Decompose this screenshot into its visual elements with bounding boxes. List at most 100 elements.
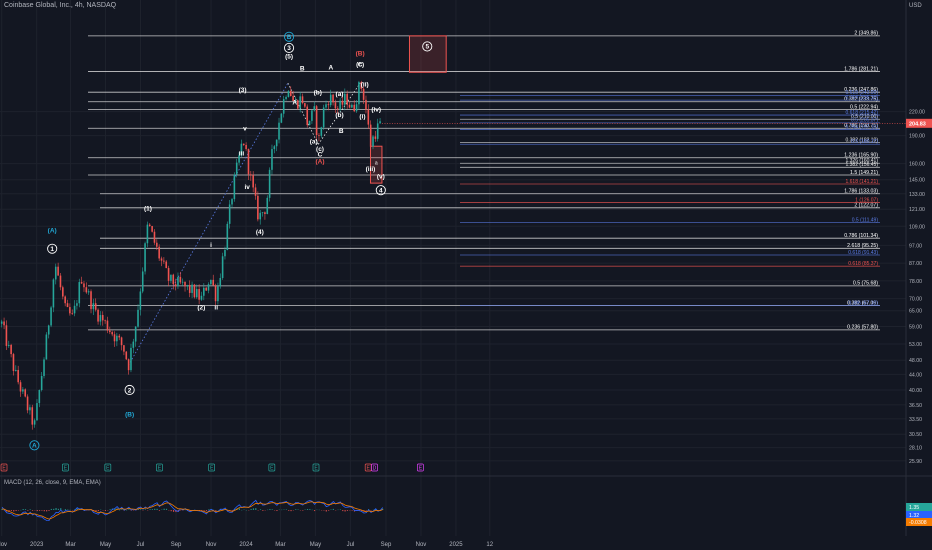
- macd-histogram-bar: [325, 510, 327, 512]
- candle-body: [109, 330, 111, 333]
- candle-body: [153, 231, 156, 243]
- candle-body: [250, 174, 252, 176]
- fib-level-label: 0.386 (67.10): [848, 300, 878, 306]
- candle-body: [177, 276, 179, 287]
- macd-histogram-bar: [170, 510, 172, 512]
- candle-body: [203, 287, 205, 296]
- trend-line: [128, 82, 289, 366]
- candle-body: [228, 204, 231, 224]
- macd-histogram-bar: [342, 510, 344, 512]
- candle-body: [101, 315, 104, 321]
- macd-histogram-bar: [382, 508, 384, 510]
- macd-histogram-bar: [288, 510, 290, 511]
- candle-body: [111, 332, 113, 335]
- candle-body: [332, 94, 334, 103]
- fib-level-label: 0.5 (111.49): [852, 217, 879, 223]
- wave-labels: (A)1(B)2A(1)(2)iiiiiiivv(3)(4)(5)3BAB(b)…: [29, 31, 433, 451]
- candle-body: [315, 106, 318, 136]
- candle-body: [376, 123, 379, 139]
- macd-histogram-bar: [154, 508, 156, 510]
- candle-body: [170, 274, 172, 281]
- candle-body: [43, 359, 45, 376]
- macd-histogram-bar: [137, 509, 139, 510]
- fib-level-label: 2 (122.07): [854, 203, 878, 209]
- macd-histogram-bar: [31, 510, 34, 511]
- macd-title[interactable]: MACD (12, 26, close, 9, EMA, EMA): [4, 480, 101, 486]
- wave-label: (b): [335, 112, 343, 119]
- candle-body: [358, 82, 360, 105]
- macd-histogram-bar: [205, 510, 208, 512]
- symbol-title[interactable]: Coinbase Global, Inc., 4h, NASDAQ: [4, 2, 117, 9]
- candle-body: [322, 107, 325, 128]
- candle-body: [257, 195, 259, 220]
- macd-histogram-bar: [55, 507, 57, 510]
- candle-body: [146, 224, 149, 244]
- candle-body: [144, 243, 146, 272]
- candle-body: [219, 277, 222, 287]
- candle-body: [106, 320, 109, 331]
- macd-histogram-bar: [36, 510, 38, 512]
- wave-circle: [47, 243, 58, 254]
- candle-body: [261, 212, 264, 213]
- candle-body: [339, 100, 341, 110]
- event-marker-letter: E: [210, 466, 214, 472]
- candle-body: [191, 284, 193, 293]
- wave-label: A: [292, 99, 297, 106]
- candle-body: [360, 82, 363, 89]
- time-tick-label: May: [100, 542, 111, 548]
- wave-label: (2): [197, 304, 205, 311]
- fib-level-label: 2.618 (95.25): [847, 243, 878, 249]
- event-marker-letter: E: [2, 466, 6, 472]
- price-tick-label: 28.10: [909, 446, 922, 452]
- fib-level-label: 0.618 (215.42): [845, 110, 878, 116]
- candle-body: [240, 143, 243, 156]
- candle-body: [38, 390, 41, 404]
- macd-histogram-bar: [332, 508, 334, 510]
- wave-label: A: [32, 443, 37, 450]
- candle-body: [113, 334, 116, 342]
- grid-lines: [0, 0, 906, 536]
- macd-histogram-bar: [175, 510, 177, 513]
- candle-body: [198, 289, 200, 300]
- candle-body: [29, 407, 31, 411]
- price-tick-label: 78.00: [909, 279, 922, 285]
- price-tick-label: 40.00: [909, 388, 922, 394]
- macd-histogram-bar: [109, 509, 111, 510]
- zone-label: a: [375, 161, 378, 167]
- macd-histogram-bar: [48, 510, 50, 511]
- macd-histogram-bar: [53, 508, 55, 510]
- candle-body: [99, 315, 102, 322]
- wave-label: (4): [256, 229, 264, 236]
- price-tick-label: 33.50: [909, 417, 922, 423]
- price-tick-label: 121.00: [909, 207, 925, 213]
- macd-histogram-bar: [250, 508, 252, 510]
- fib-level-label: 0.764 (197.10): [845, 124, 878, 130]
- macd-histogram-bar: [271, 509, 273, 510]
- candle-body: [233, 174, 236, 200]
- candle-body: [374, 136, 377, 139]
- price-tick-label: 36.50: [909, 403, 922, 409]
- event-marker-letter: E: [64, 466, 68, 472]
- candle-body: [186, 284, 189, 287]
- macd-histogram-bar: [24, 509, 27, 510]
- fib-level-label: 0.618 (243.00): [845, 90, 878, 96]
- macd-histogram-bar: [15, 510, 17, 512]
- time-tick-label: Jul: [347, 542, 355, 548]
- candle-body: [308, 120, 311, 126]
- macd-histogram-bar: [208, 509, 210, 510]
- candle-body: [137, 309, 139, 327]
- candle-body: [264, 212, 266, 215]
- fib-level-label: 0.5 (75.68): [853, 281, 878, 287]
- time-tick-label: May: [310, 542, 321, 548]
- currency-label: USD: [909, 3, 922, 9]
- wave-label: (B): [125, 411, 134, 418]
- time-tick-label: Jul: [137, 542, 145, 548]
- wave-label: 3: [287, 45, 291, 52]
- price-tick-label: 70.00: [909, 297, 922, 303]
- wave-label: B: [339, 128, 344, 135]
- macd-histogram-bar: [365, 510, 367, 511]
- candle-body: [287, 90, 290, 97]
- macd-histogram-bar: [144, 509, 146, 510]
